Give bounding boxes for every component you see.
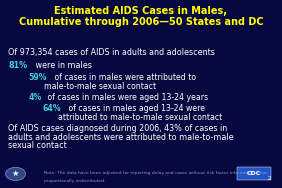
Text: male-to-male sexual contact: male-to-male sexual contact [44,82,156,91]
Text: attributed to male-to-male sexual contact: attributed to male-to-male sexual contac… [58,113,222,122]
Bar [237,167,271,180]
Text: adults and adolescents were attributed to male-to-male: adults and adolescents were attributed t… [8,133,234,142]
Circle shape [6,167,25,180]
Text: proportionally redistributed.: proportionally redistributed. [44,179,105,183]
Text: sexual contact: sexual contact [8,141,67,150]
Text: CDC: CDC [247,171,261,176]
Text: of cases in males were aged 13-24 years: of cases in males were aged 13-24 years [45,93,208,102]
Text: Note: The data have been adjusted for reporting delay and cases without risk fac: Note: The data have been adjusted for re… [44,171,266,175]
Text: 64%: 64% [42,104,61,113]
Text: Cumulative through 2006—50 States and DC: Cumulative through 2006—50 States and DC [19,17,263,27]
Text: 2: 2 [267,176,271,181]
Text: 81%: 81% [8,61,28,70]
Text: 59%: 59% [28,73,47,82]
Text: Of 973,354 cases of AIDS in adults and adolescents: Of 973,354 cases of AIDS in adults and a… [8,48,215,57]
Text: were in males: were in males [33,61,92,70]
Text: Of AIDS cases diagnosed during 2006, 43% of cases in: Of AIDS cases diagnosed during 2006, 43%… [8,124,228,133]
Text: 4%: 4% [28,93,41,102]
Text: of cases in males aged 13-24 were: of cases in males aged 13-24 were [66,104,205,113]
Text: ★: ★ [12,169,19,178]
Text: of cases in males were attributed to: of cases in males were attributed to [52,73,196,82]
Text: Estimated AIDS Cases in Males,: Estimated AIDS Cases in Males, [54,6,228,16]
